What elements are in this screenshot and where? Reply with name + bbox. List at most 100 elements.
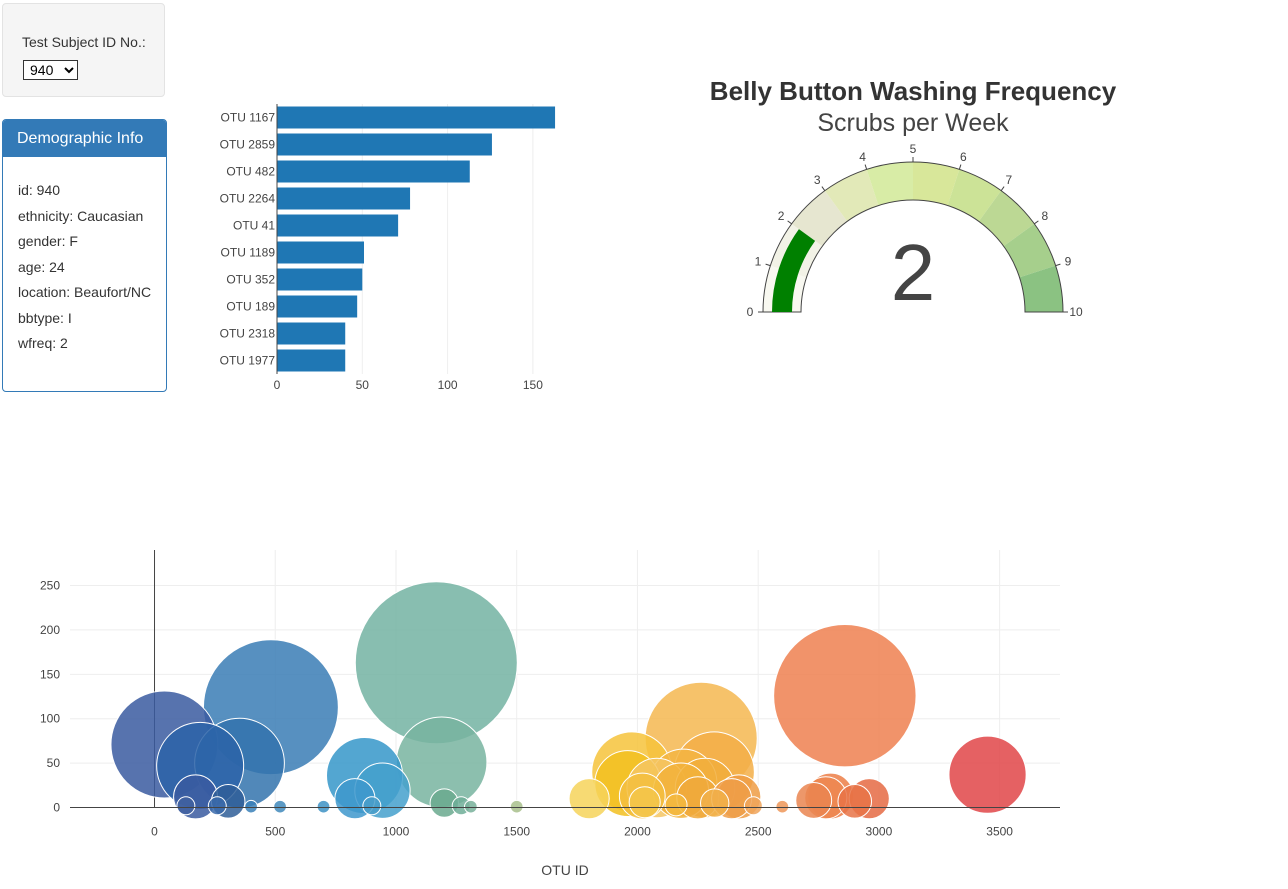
bubble-x-tick-label: 3500 xyxy=(986,825,1013,839)
gauge-tick xyxy=(787,220,792,225)
washing-frequency-gauge[interactable]: Belly Button Washing Frequency Scrubs per… xyxy=(680,70,1180,340)
bar-category-label: OTU 1167 xyxy=(221,111,276,125)
bubble-x-tick-label: 2000 xyxy=(624,825,651,839)
bar-category-label: OTU 482 xyxy=(226,165,275,179)
bubble-point xyxy=(316,799,331,814)
gauge-tick xyxy=(1055,263,1061,267)
bubble-y-tick-label: 0 xyxy=(53,801,60,815)
subject-selector-well: Test Subject ID No.: 940 xyxy=(2,3,165,97)
gauge-step xyxy=(1019,265,1063,312)
bar-otu-2318 xyxy=(277,322,346,345)
bar-category-label: OTU 41 xyxy=(233,219,275,233)
bubble-point xyxy=(795,782,833,819)
bar-otu-189 xyxy=(277,295,358,318)
bubble-x-tick-label: 1000 xyxy=(383,825,410,839)
bar-otu-41 xyxy=(277,214,399,237)
demographic-row-age: age: 24 xyxy=(18,258,65,275)
gauge-tick xyxy=(958,164,962,170)
bubble-point xyxy=(664,793,688,817)
gauge-tick xyxy=(1000,186,1005,191)
bubble-point xyxy=(948,735,1027,814)
bubble-point xyxy=(362,796,382,816)
gauge-tick-label: 9 xyxy=(1065,255,1072,269)
otu-bubble-chart[interactable]: 0 500 1000 1500 2000 2500 3000 3500 0 50 100 150 200… xyxy=(0,545,1100,889)
gauge-step xyxy=(791,190,848,247)
gauge-step xyxy=(978,190,1035,247)
gauge-step xyxy=(866,162,913,206)
bar-x-tick-label: 50 xyxy=(356,378,370,392)
bubble-x-axis-label: OTU ID xyxy=(541,862,588,878)
gauge-tick-label: 8 xyxy=(1042,209,1049,223)
bubble-x-tick-label: 3000 xyxy=(866,825,893,839)
bar-otu-482 xyxy=(277,160,470,183)
gauge-value-bar xyxy=(772,229,816,312)
bar-otu-1167 xyxy=(277,106,556,129)
subject-id-select[interactable]: 940 xyxy=(23,60,78,80)
bubble-point xyxy=(207,796,227,816)
bubble-y-tick-label: 150 xyxy=(40,667,60,681)
bubble-point xyxy=(244,799,258,814)
bar-category-label: OTU 2859 xyxy=(220,138,276,152)
gauge-tick-label: 3 xyxy=(814,173,821,187)
gauge-tick xyxy=(1034,220,1039,225)
bubble-point xyxy=(775,799,790,814)
bubble-point xyxy=(463,799,478,814)
bubble-point xyxy=(700,788,730,818)
bar-otu-2264 xyxy=(277,187,411,210)
bar-category-label: OTU 352 xyxy=(226,273,275,287)
bar-x-tick-label: 150 xyxy=(523,378,543,392)
demographic-row-gender: gender: F xyxy=(18,233,78,249)
bubble-x-tick-label: 2500 xyxy=(745,825,772,839)
bar-category-label: OTU 189 xyxy=(226,300,275,314)
bubble-point xyxy=(273,799,287,814)
gauge-tick-label: 10 xyxy=(1069,305,1083,319)
demographic-row-id: id: 940 xyxy=(18,182,61,198)
bubble-point xyxy=(509,799,524,814)
bubble-y-tick-label: 250 xyxy=(40,579,60,593)
gauge-value-number: 2 xyxy=(891,228,936,317)
gauge-tick-label: 6 xyxy=(960,150,967,164)
gauge-tick xyxy=(765,263,771,267)
bubble-point xyxy=(837,784,873,819)
bubble-y-tick-label: 200 xyxy=(40,623,60,637)
gauge-tick-label: 4 xyxy=(859,150,866,164)
demographic-row-bbtype: bbtype: I xyxy=(18,309,72,326)
subject-id-label: Test Subject ID No.: xyxy=(22,34,146,50)
bar-category-label: OTU 2264 xyxy=(220,192,276,206)
bubble-y-tick-label: 50 xyxy=(47,756,61,770)
gauge-step xyxy=(913,162,960,206)
bubble-point xyxy=(628,786,661,819)
bar-x-tick-label: 0 xyxy=(274,378,281,392)
bubble-point xyxy=(176,796,196,816)
top-otu-bar-chart[interactable]: 0 50 100 150 OTU 1167 OTU 2859 OTU 482 OTU 2264… xyxy=(200,95,600,395)
demographic-info-title: Demographic Info xyxy=(3,120,166,157)
bubble-x-tick-label: 1500 xyxy=(503,825,530,839)
bar-otu-1189 xyxy=(277,241,364,264)
demographic-row-location: location: Beaufort/NC xyxy=(18,284,152,300)
bubble-x-tick-label: 500 xyxy=(265,825,285,839)
bubble-x-tick-label: 0 xyxy=(151,825,158,839)
bubble-point xyxy=(568,778,610,820)
gauge-tick-label: 2 xyxy=(778,209,785,223)
gauge-tick xyxy=(864,164,868,170)
bar-category-label: OTU 1189 xyxy=(221,246,276,260)
bubble-point xyxy=(773,623,917,768)
gauge-title: Belly Button Washing Frequency xyxy=(710,76,1117,106)
demographic-row-wfreq: wfreq: 2 xyxy=(18,335,68,351)
gauge-outline xyxy=(762,161,1064,313)
gauge-tick-label: 0 xyxy=(747,305,754,319)
bubble-point xyxy=(743,796,763,816)
bar-category-label: OTU 1977 xyxy=(220,354,276,368)
bar-otu-2859 xyxy=(277,133,492,156)
bar-x-tick-label: 100 xyxy=(438,378,458,392)
gauge-subtitle: Scrubs per Week xyxy=(817,109,1009,137)
gauge-tick-label: 1 xyxy=(755,255,762,269)
demographic-row-ethnicity: ethnicity: Caucasian xyxy=(18,207,144,224)
bar-otu-352 xyxy=(277,268,363,291)
bar-category-label: OTU 2318 xyxy=(220,327,276,341)
gauge-tick xyxy=(821,186,826,191)
bar-otu-1977 xyxy=(277,349,346,372)
demographic-info-panel: Demographic Info id: 940 ethnicity: Cauc… xyxy=(2,119,167,392)
gauge-tick-label: 7 xyxy=(1005,173,1012,187)
bubble-y-tick-label: 100 xyxy=(40,712,60,726)
